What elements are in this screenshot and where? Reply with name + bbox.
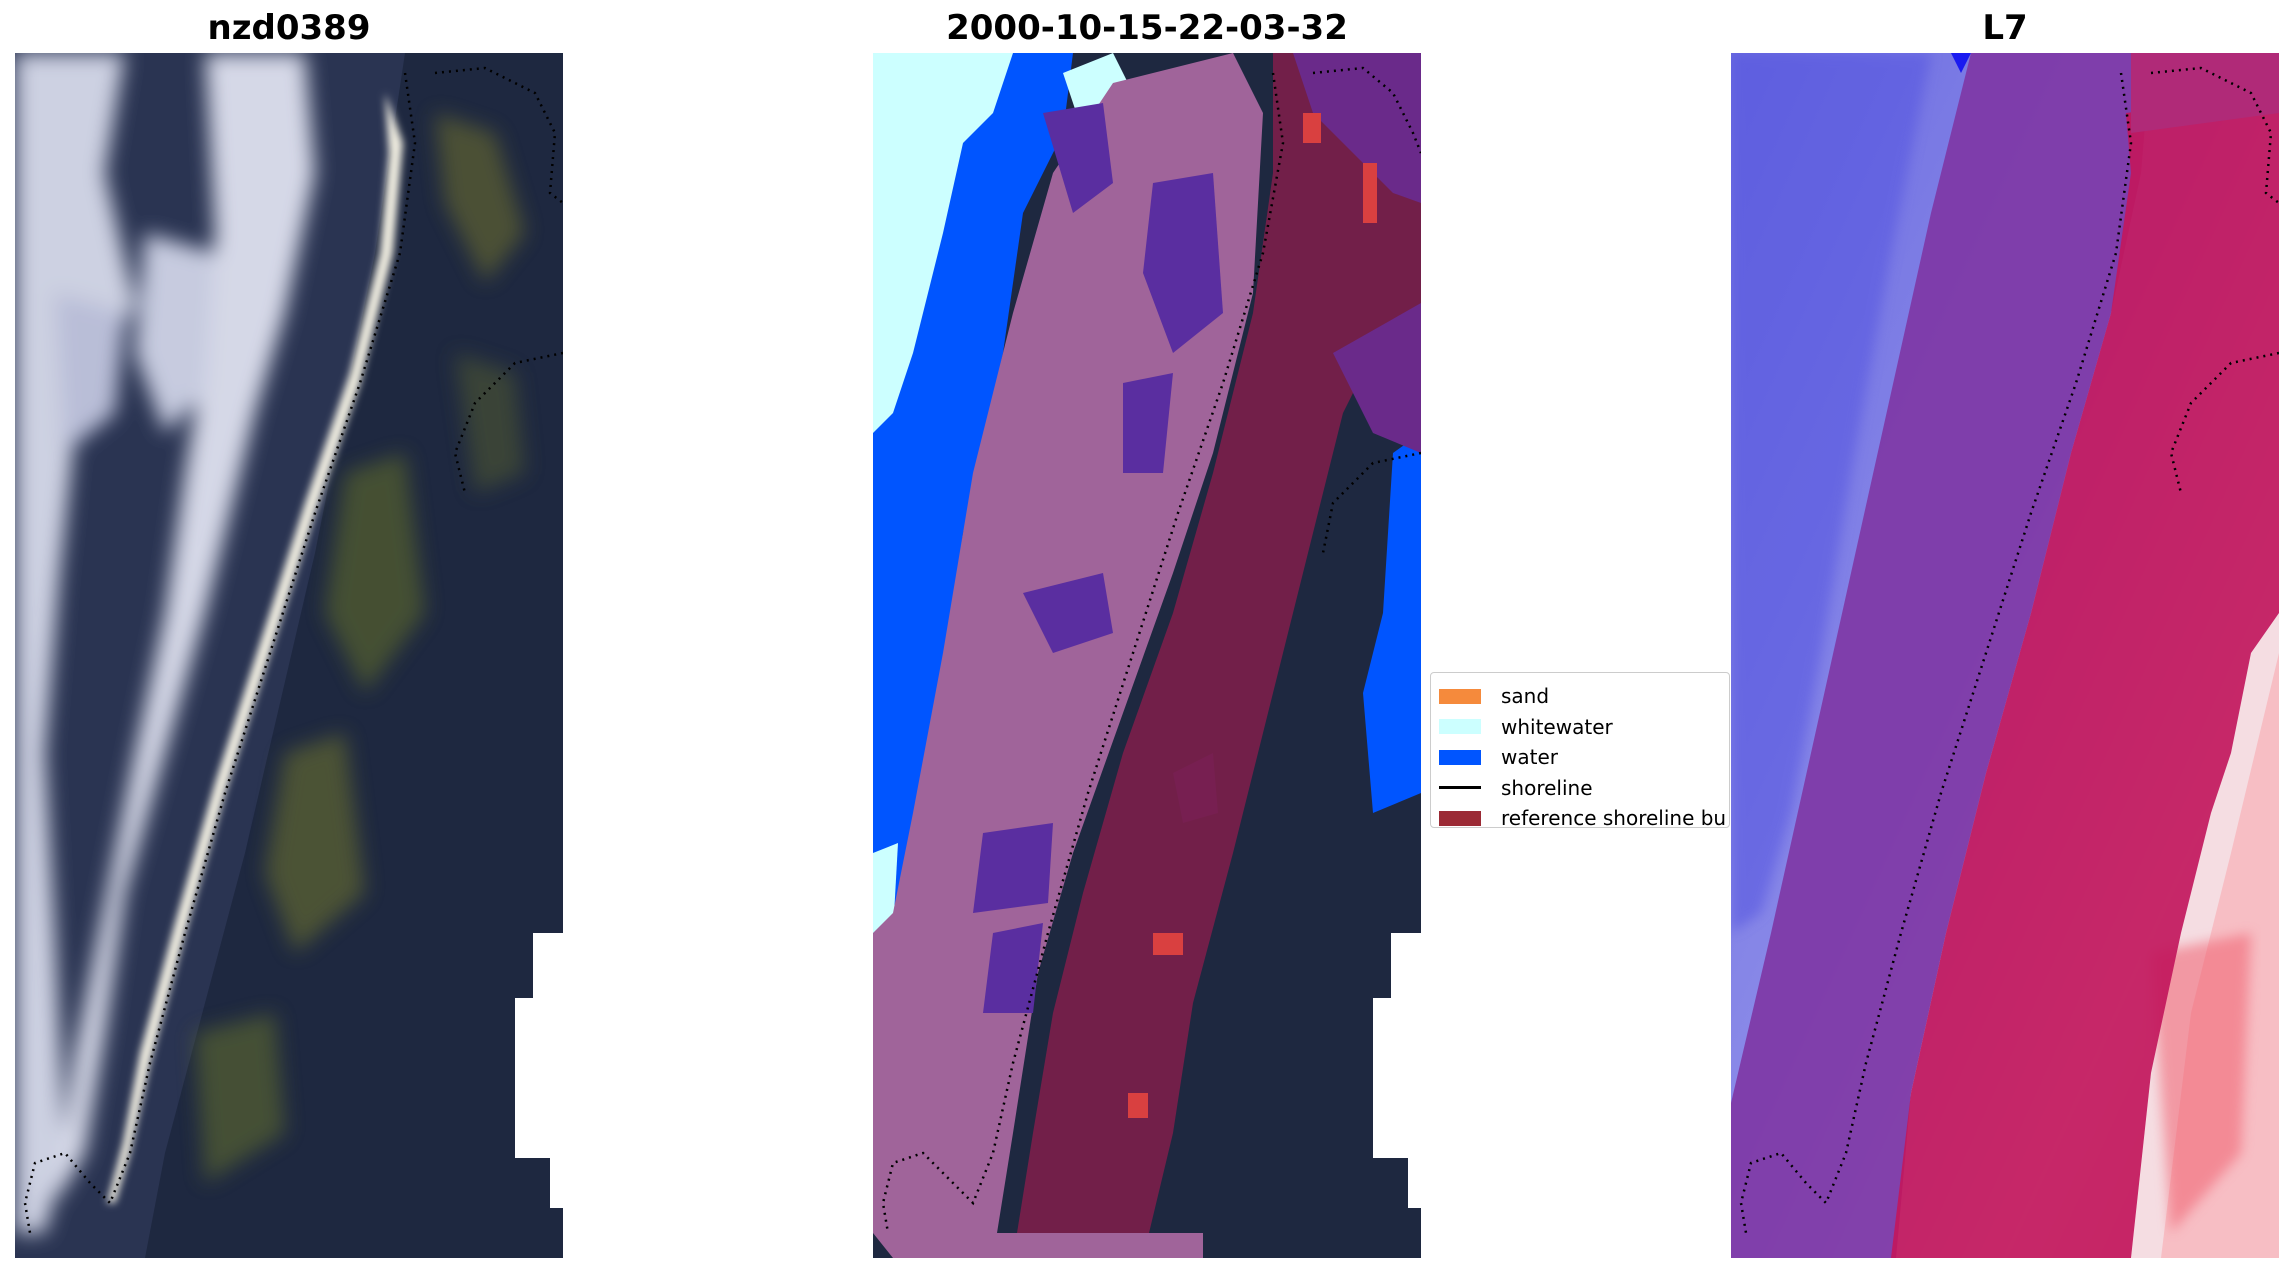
water-swatch [1439, 749, 1481, 765]
whitewater-swatch [1439, 719, 1481, 735]
legend-label: shoreline [1501, 775, 1593, 800]
legend-item-whitewater: whitewater [1439, 712, 1729, 743]
classification-image [873, 53, 1421, 1258]
sand-swatch [1439, 688, 1481, 704]
panel-title-image-id: nzd0389 [207, 8, 371, 48]
index-map-image [1731, 53, 2279, 1258]
rgb-image [15, 53, 563, 1258]
classification-panel [873, 53, 1421, 1258]
legend: sand whitewater water shoreline referenc… [1430, 672, 1730, 828]
legend-item-reference-buffer: reference shoreline bu [1439, 803, 1729, 828]
legend-label: water [1501, 745, 1558, 770]
panel-title-satellite: L7 [1982, 8, 2028, 48]
legend-label: whitewater [1501, 714, 1613, 739]
legend-label: sand [1501, 684, 1550, 709]
legend-item-sand: sand [1439, 681, 1729, 712]
legend-item-shoreline: shoreline [1439, 773, 1729, 804]
reference-buffer-swatch [1439, 810, 1481, 826]
shoreline-line-swatch [1439, 786, 1481, 790]
legend-item-water: water [1439, 742, 1729, 773]
legend-label: reference shoreline bu [1501, 806, 1727, 828]
panel-title-date: 2000-10-15-22-03-32 [946, 8, 1348, 48]
rgb-image-panel [15, 53, 563, 1258]
index-map-panel [1731, 53, 2279, 1258]
